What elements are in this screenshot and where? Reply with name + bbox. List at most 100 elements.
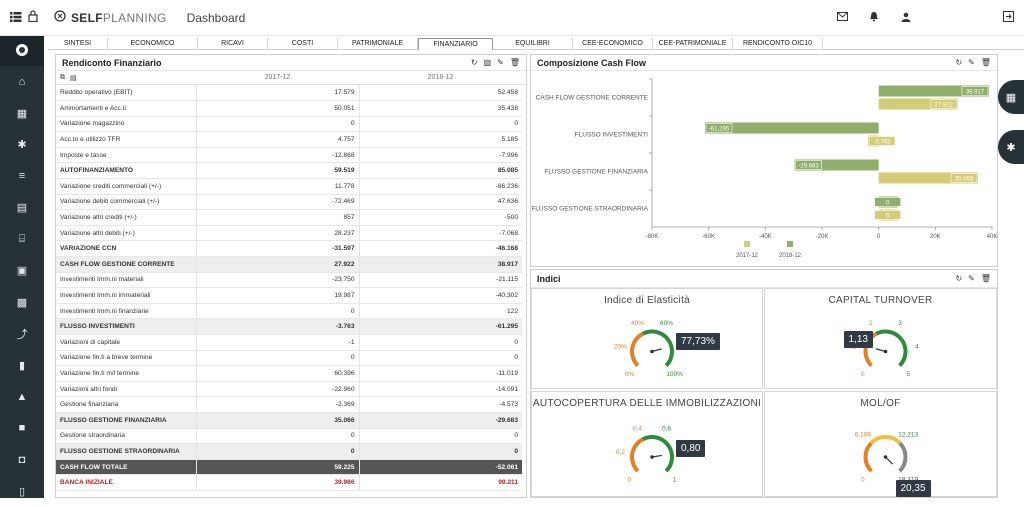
row-value: -23.750	[196, 272, 359, 288]
sidebar-item-clipboard[interactable]: ▤	[0, 192, 44, 224]
gauge-arc	[632, 439, 643, 471]
table-row: Investimenti Imm.ni materiali-23.750-21.…	[56, 272, 522, 288]
row-value: 0	[196, 428, 359, 444]
table-row: Variazione altri crediti (+/-)857-500	[56, 210, 522, 226]
row-value: 0	[359, 116, 522, 132]
document-icon: ▯	[19, 485, 25, 498]
data-label: 35.066	[955, 177, 974, 183]
sidebar-item-work[interactable]: ■	[0, 413, 44, 445]
row-value: 47.636	[359, 194, 522, 210]
sidebar-item-save[interactable]: ◘	[0, 444, 44, 476]
trash-icon[interactable]: 🗑	[981, 274, 991, 283]
row-value: 35.066	[196, 412, 359, 428]
tab-finanziario[interactable]: FINANZIARIO	[418, 38, 493, 50]
tab-ricavi[interactable]: RICAVI	[198, 38, 268, 50]
cashflow-panel: Composizione Cash Flow ↻ ✎ 🗑 -80K-60K-40…	[530, 54, 998, 267]
refresh-icon[interactable]: ↻	[955, 58, 962, 67]
sidebar-item-dashboard[interactable]: ▦	[0, 98, 44, 130]
gauge: 012345	[765, 306, 998, 385]
refresh-icon[interactable]: ↻	[955, 274, 962, 283]
sidebar-item-settings[interactable]: ✱	[0, 129, 44, 161]
row-value: -3.763	[196, 319, 359, 335]
x-tick-label: 20K	[930, 234, 941, 240]
row-label: VARIAZIONE CCN	[56, 241, 196, 257]
panel-title: Composizione Cash Flow	[537, 58, 646, 68]
sidebar-item-bank[interactable]: ⌸	[0, 224, 44, 256]
tab-cee-economico[interactable]: CEE-ECONOMICO	[573, 38, 653, 50]
image-icon[interactable]: ▨	[484, 58, 492, 67]
lock-icon[interactable]	[28, 9, 38, 27]
gauge-tick-label: 100%	[666, 371, 683, 378]
row-value: 122	[359, 303, 522, 319]
bank-icon: ⌸	[19, 233, 26, 246]
row-value: -11.019	[359, 366, 522, 382]
row-value: 99.211	[359, 475, 522, 491]
sidebar-item-document[interactable]: ▯	[0, 476, 44, 507]
row-label: Variazione altri crediti (+/-)	[56, 210, 196, 226]
row-value: 0	[359, 428, 522, 444]
sidebar-item-list[interactable]: ≡	[0, 161, 44, 193]
table-row: VARIAZIONE CCN-31.597-46.168	[56, 241, 522, 257]
settings-button[interactable]: ✱	[998, 130, 1024, 164]
row-value: 39.986	[196, 475, 359, 491]
tab-patrimoniale[interactable]: PATRIMONIALE	[338, 38, 418, 50]
trash-icon[interactable]: 🗑	[510, 58, 520, 67]
mail-icon[interactable]	[826, 12, 858, 24]
home-icon: ⌂	[19, 76, 26, 88]
row-value: 17.579	[196, 85, 359, 101]
sidebar-item-profile[interactable]	[0, 36, 44, 66]
copy-icon[interactable]: ⧉	[60, 74, 65, 82]
trash-icon[interactable]: 🗑	[981, 58, 991, 67]
row-value: -29.683	[359, 412, 522, 428]
menu-list-icon[interactable]	[10, 9, 22, 27]
bell-icon[interactable]	[858, 11, 890, 25]
sidebar-item-bar-chart[interactable]: ▮	[0, 350, 44, 382]
row-value: -2.369	[196, 397, 359, 413]
sidebar-item-home[interactable]: ⌂	[0, 66, 44, 98]
edit-icon[interactable]: ✎	[497, 58, 504, 67]
gauge-tick-label: 1	[673, 477, 677, 484]
tab-rendiconto-oic10[interactable]: RENDICONTO OIC10	[733, 38, 823, 50]
tab-cee-patrimoniale[interactable]: CEE-PATRIMONIALE	[653, 38, 733, 50]
data-label: -29.683	[798, 164, 819, 170]
edit-icon[interactable]: ✎	[968, 58, 975, 67]
logo-circle-icon	[15, 43, 29, 60]
row-value: 59.519	[196, 163, 359, 179]
sidebar-item-briefcase[interactable]: ▣	[0, 255, 44, 287]
row-label: AUTOFINANZIAMENTO	[56, 163, 196, 179]
logout-icon[interactable]	[992, 11, 1024, 25]
user-icon[interactable]	[890, 12, 922, 25]
row-value: -22.960	[196, 381, 359, 397]
gauge: 0%20%40%60%80%100%	[532, 306, 764, 385]
data-label: 27.922	[935, 103, 954, 109]
row-value: -86.236	[359, 179, 522, 195]
sidebar-item-trend[interactable]: ⤴	[0, 318, 44, 350]
gauge-tick-label: 3	[898, 320, 902, 327]
tab-equilibri[interactable]: EQUILIBRI	[493, 38, 573, 50]
row-value: -61.295	[359, 319, 522, 335]
apps-button[interactable]: ▦	[998, 80, 1024, 114]
table-row: Imposte e tasse-12.868-7.996	[56, 147, 522, 163]
tab-costi[interactable]: COSTI	[268, 38, 338, 50]
gauge-value-badge: 1,13	[844, 331, 873, 348]
table-row: Gestione finanziaria-2.369-4.573	[56, 397, 522, 413]
sidebar-item-warning[interactable]: ▲	[0, 381, 44, 413]
gauge-hub	[650, 350, 654, 354]
edit-icon[interactable]: ✎	[968, 274, 975, 283]
export-icon[interactable]: ▤	[70, 74, 77, 82]
sidebar-item-toolbox[interactable]: ▩	[0, 287, 44, 319]
refresh-icon[interactable]: ↻	[471, 58, 478, 67]
gauge-hub	[884, 350, 888, 354]
row-label: Gestione finanziaria	[56, 397, 196, 413]
row-value: -46.168	[359, 241, 522, 257]
tab-economico[interactable]: ECONOMICO	[108, 38, 198, 50]
gauge-title: AUTOCOPERTURA DELLE IMMOBILIZZAZIONI	[532, 398, 762, 409]
tab-sintesi[interactable]: SINTESI	[48, 38, 108, 50]
